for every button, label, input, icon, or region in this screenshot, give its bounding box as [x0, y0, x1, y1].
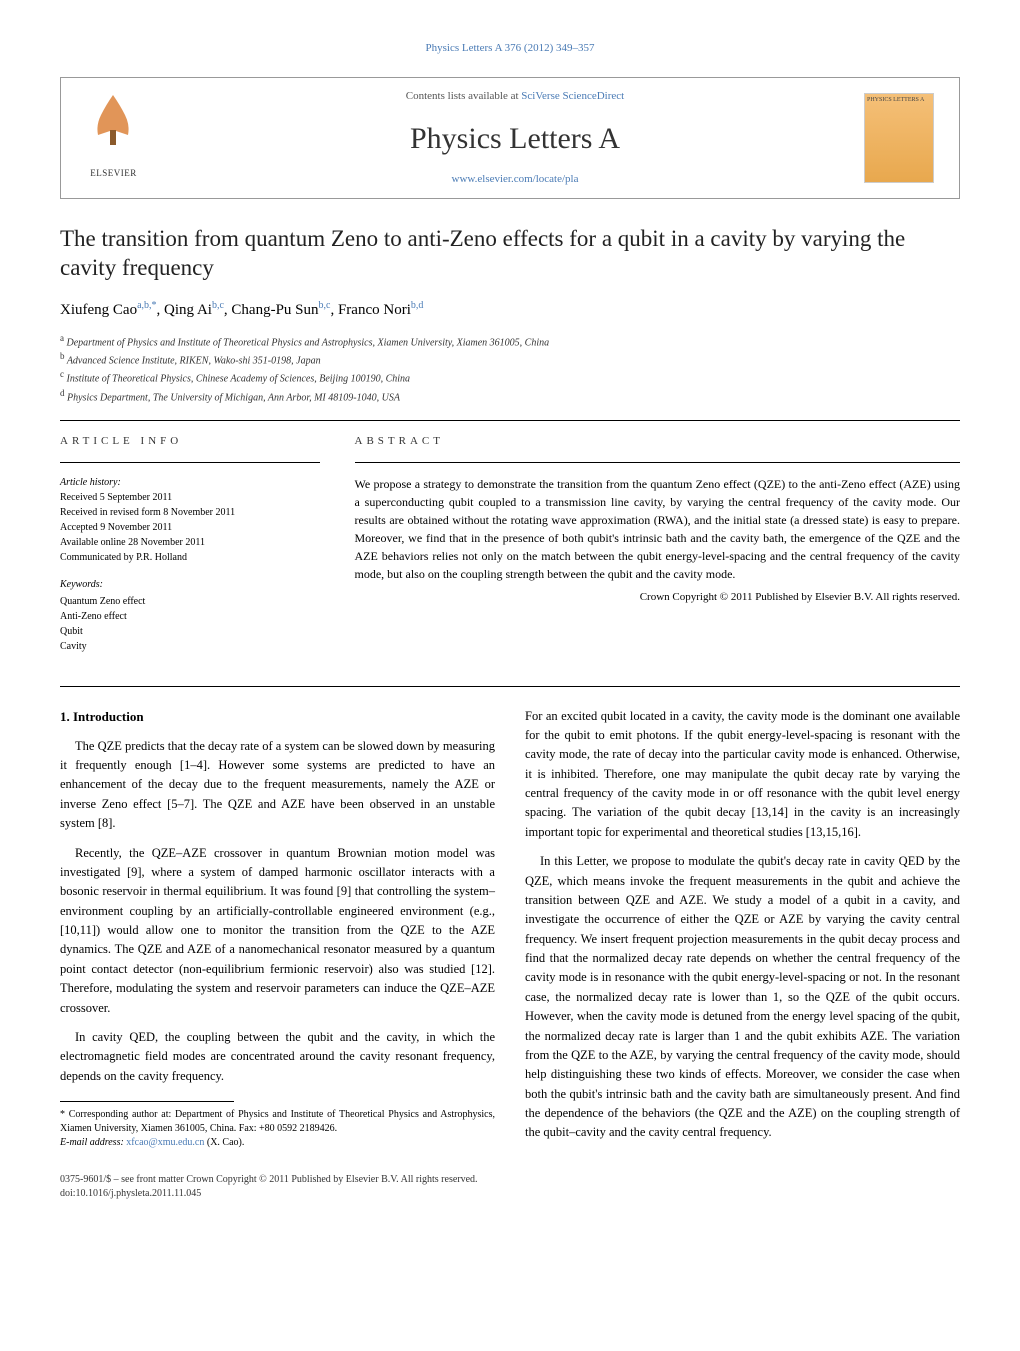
- author: Xiufeng Caoa,b,*: [60, 302, 157, 318]
- history-item: Received 5 September 2011: [60, 492, 172, 503]
- body-paragraph: Recently, the QZE–AZE crossover in quant…: [60, 844, 495, 1018]
- author-affiliation-marker: b,c: [319, 300, 331, 311]
- header-center: Contents lists available at SciVerse Sci…: [166, 88, 864, 188]
- article-title: The transition from quantum Zeno to anti…: [60, 224, 960, 284]
- author-name: Qing Ai: [164, 302, 212, 318]
- divider: [355, 462, 961, 463]
- sciencedirect-link[interactable]: SciVerse ScienceDirect: [521, 90, 624, 102]
- article-info-column: ARTICLE INFO Article history: Received 5…: [60, 433, 320, 666]
- author-name: Franco Nori: [338, 302, 411, 318]
- affiliation: c Institute of Theoretical Physics, Chin…: [60, 368, 960, 386]
- right-column: For an excited qubit located in a cavity…: [525, 707, 960, 1153]
- affiliations-list: a Department of Physics and Institute of…: [60, 332, 960, 405]
- author-name: Xiufeng Cao: [60, 302, 137, 318]
- author: Franco Norib,d: [338, 302, 423, 318]
- keyword: Anti-Zeno effect: [60, 609, 320, 624]
- article-info-label: ARTICLE INFO: [60, 433, 320, 450]
- doi-line: doi:10.1016/j.physleta.2011.11.045: [60, 1187, 960, 1201]
- email-label: E-mail address:: [60, 1137, 126, 1148]
- journal-cover-thumbnail: PHYSICS LETTERS A: [864, 93, 934, 183]
- history-item: Communicated by P.R. Holland: [60, 552, 187, 563]
- email-footnote: E-mail address: xfcao@xmu.edu.cn (X. Cao…: [60, 1136, 495, 1150]
- abstract-text: We propose a strategy to demonstrate the…: [355, 475, 961, 583]
- info-abstract-row: ARTICLE INFO Article history: Received 5…: [60, 433, 960, 666]
- contents-line: Contents lists available at SciVerse Sci…: [166, 88, 864, 105]
- left-column: 1. Introduction The QZE predicts that th…: [60, 707, 495, 1153]
- publisher-name: ELSEVIER: [90, 167, 137, 181]
- divider: [60, 420, 960, 421]
- contents-prefix: Contents lists available at: [406, 90, 521, 102]
- section-heading: 1. Introduction: [60, 707, 495, 727]
- elsevier-logo: ELSEVIER: [76, 95, 151, 180]
- affiliation: b Advanced Science Institute, RIKEN, Wak…: [60, 350, 960, 368]
- keywords-label: Keywords:: [60, 577, 320, 592]
- affiliation: d Physics Department, The University of …: [60, 387, 960, 405]
- keyword: Quantum Zeno effect: [60, 594, 320, 609]
- journal-url[interactable]: www.elsevier.com/locate/pla: [166, 171, 864, 188]
- affiliation: a Department of Physics and Institute of…: [60, 332, 960, 350]
- email-suffix: (X. Cao).: [204, 1137, 244, 1148]
- history-label: Article history:: [60, 477, 121, 488]
- author: Qing Aib,c: [164, 302, 224, 318]
- body-paragraph: In this Letter, we propose to modulate t…: [525, 852, 960, 1143]
- author-affiliation-marker: a,b,*: [137, 300, 156, 311]
- keywords-block: Keywords: Quantum Zeno effect Anti-Zeno …: [60, 577, 320, 654]
- body-paragraph: The QZE predicts that the decay rate of …: [60, 737, 495, 834]
- elsevier-tree-icon: [86, 90, 141, 167]
- keyword: Cavity: [60, 639, 320, 654]
- journal-citation: Physics Letters A 376 (2012) 349–357: [60, 40, 960, 57]
- issn-line: 0375-9601/$ – see front matter Crown Cop…: [60, 1173, 960, 1187]
- publisher-logo-cell: ELSEVIER: [76, 95, 166, 180]
- abstract-copyright: Crown Copyright © 2011 Published by Else…: [355, 589, 961, 606]
- journal-header: ELSEVIER Contents lists available at Sci…: [60, 77, 960, 199]
- footnote-separator: [60, 1101, 234, 1102]
- journal-cover-cell: PHYSICS LETTERS A: [864, 93, 944, 183]
- author: Chang-Pu Sunb,c: [231, 302, 330, 318]
- author-affiliation-marker: b,d: [411, 300, 424, 311]
- bottom-matter: 0375-9601/$ – see front matter Crown Cop…: [60, 1173, 960, 1201]
- divider: [60, 462, 320, 463]
- history-item: Received in revised form 8 November 2011: [60, 507, 235, 518]
- author-affiliation-marker: b,c: [212, 300, 224, 311]
- divider: [60, 686, 960, 687]
- history-item: Available online 28 November 2011: [60, 537, 205, 548]
- body-paragraph: In cavity QED, the coupling between the …: [60, 1028, 495, 1086]
- history-item: Accepted 9 November 2011: [60, 522, 172, 533]
- body-columns: 1. Introduction The QZE predicts that th…: [60, 707, 960, 1153]
- abstract-label: ABSTRACT: [355, 433, 961, 450]
- journal-name: Physics Letters A: [166, 116, 864, 161]
- authors-list: Xiufeng Caoa,b,*, Qing Aib,c, Chang-Pu S…: [60, 298, 960, 322]
- article-history: Article history: Received 5 September 20…: [60, 475, 320, 565]
- email-link[interactable]: xfcao@xmu.edu.cn: [126, 1137, 204, 1148]
- keyword: Qubit: [60, 624, 320, 639]
- abstract-column: ABSTRACT We propose a strategy to demons…: [355, 433, 961, 666]
- author-name: Chang-Pu Sun: [231, 302, 318, 318]
- corresponding-footnote: * Corresponding author at: Department of…: [60, 1108, 495, 1136]
- body-paragraph: For an excited qubit located in a cavity…: [525, 707, 960, 843]
